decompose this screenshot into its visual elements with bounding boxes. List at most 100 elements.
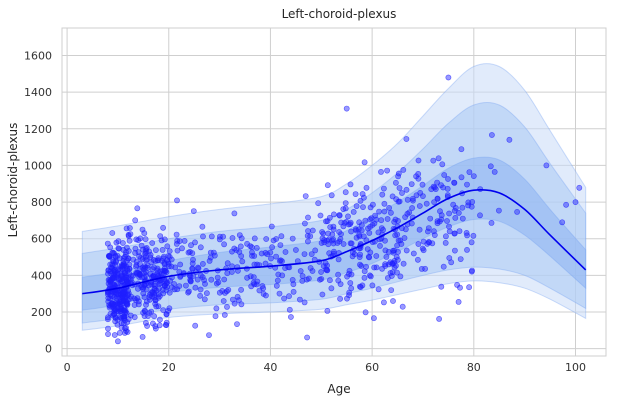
scatter-point (221, 241, 227, 248)
scatter-point (446, 223, 452, 230)
scatter-point (138, 254, 144, 261)
scatter-point (152, 257, 159, 264)
scatter-point (328, 285, 335, 292)
y-axis-title: Left-choroid-plexus (6, 123, 20, 238)
x-tick-label: 0 (64, 361, 71, 374)
scatter-point (224, 303, 230, 310)
scatter-point (491, 168, 498, 175)
scatter-point (375, 229, 382, 236)
scatter-point (282, 249, 289, 255)
scatter-point (413, 173, 419, 180)
scatter-point (379, 191, 386, 198)
scatter-point (392, 179, 399, 186)
scatter-point (207, 254, 214, 261)
scatter-point (146, 248, 152, 255)
scatter-point (395, 248, 401, 255)
scatter-point (143, 301, 149, 308)
scatter-point (469, 198, 476, 205)
scatter-point (253, 281, 260, 288)
scatter-point (488, 132, 495, 138)
scatter-point (336, 238, 343, 245)
scatter-point (343, 218, 350, 225)
scatter-point (137, 265, 144, 272)
scatter-point (413, 192, 420, 199)
scatter-point (328, 192, 335, 199)
scatter-point (247, 273, 254, 280)
scatter-point (386, 204, 392, 211)
scatter-point (251, 235, 258, 242)
scatter-point (409, 195, 416, 202)
scatter-point (457, 284, 463, 291)
scatter-point (450, 201, 457, 208)
scatter-point (256, 287, 263, 294)
scatter-point (399, 190, 405, 196)
scatter-point (118, 273, 125, 280)
scatter-point (446, 228, 453, 235)
scatter-point (382, 237, 388, 244)
scatter-point (363, 263, 369, 270)
scatter-point (159, 246, 166, 253)
scatter-point (350, 208, 357, 215)
scatter-point (126, 225, 133, 231)
scatter-point (366, 254, 373, 261)
scatter-point (466, 169, 473, 175)
scatter-point (324, 218, 331, 224)
scatter-point (442, 233, 449, 240)
scatter-point (221, 276, 228, 283)
scatter-point (140, 284, 147, 291)
scatter-point (436, 315, 442, 322)
scatter-point (135, 301, 142, 308)
scatter-point (427, 215, 434, 222)
scatter-point (343, 105, 350, 112)
scatter-point (274, 277, 281, 284)
scatter-point (127, 231, 134, 237)
scatter-point (116, 301, 123, 308)
scatter-point (286, 306, 293, 313)
scatter-point (390, 249, 397, 256)
scatter-point (366, 230, 373, 236)
scatter-point (383, 253, 390, 260)
scatter-point (362, 217, 369, 224)
scatter-point (320, 230, 327, 237)
scatter-point (305, 228, 311, 234)
scatter-point (410, 197, 416, 204)
scatter-point (125, 316, 132, 323)
scatter-point (470, 173, 477, 179)
scatter-point (477, 212, 483, 219)
scatter-point (268, 255, 274, 262)
scatter-point (301, 220, 308, 227)
scatter-point (134, 285, 141, 292)
scatter-point (468, 203, 475, 210)
scatter-point (563, 201, 569, 208)
scatter-point (376, 208, 382, 215)
scatter-point (299, 273, 306, 279)
scatter-point (238, 286, 244, 293)
scatter-point (430, 228, 437, 235)
scatter-point (273, 253, 279, 260)
scatter-point (125, 290, 132, 297)
scatter-point (136, 260, 143, 267)
scatter-point (335, 271, 341, 278)
scatter-point (380, 185, 387, 192)
scatter-point (356, 232, 362, 238)
scatter-point (357, 284, 364, 290)
scatter-point (126, 261, 133, 268)
scatter-point (182, 282, 189, 289)
scatter-point (401, 235, 408, 241)
scatter-point (163, 311, 170, 317)
scatter-point (371, 264, 378, 271)
scatter-point (122, 253, 128, 260)
scatter-point (543, 162, 550, 169)
scatter-point (305, 214, 311, 221)
scatter-point (277, 257, 284, 264)
scatter-point (173, 240, 180, 247)
scatter-point (276, 290, 283, 297)
scatter-point (348, 228, 354, 235)
scatter-point (362, 309, 369, 316)
scatter-point (220, 298, 227, 304)
scatter-point (105, 280, 112, 287)
scatter-point (290, 281, 297, 288)
y-tick-label: 1000 (24, 159, 52, 172)
scatter-point (424, 228, 431, 235)
y-tick-label: 1200 (24, 123, 52, 136)
